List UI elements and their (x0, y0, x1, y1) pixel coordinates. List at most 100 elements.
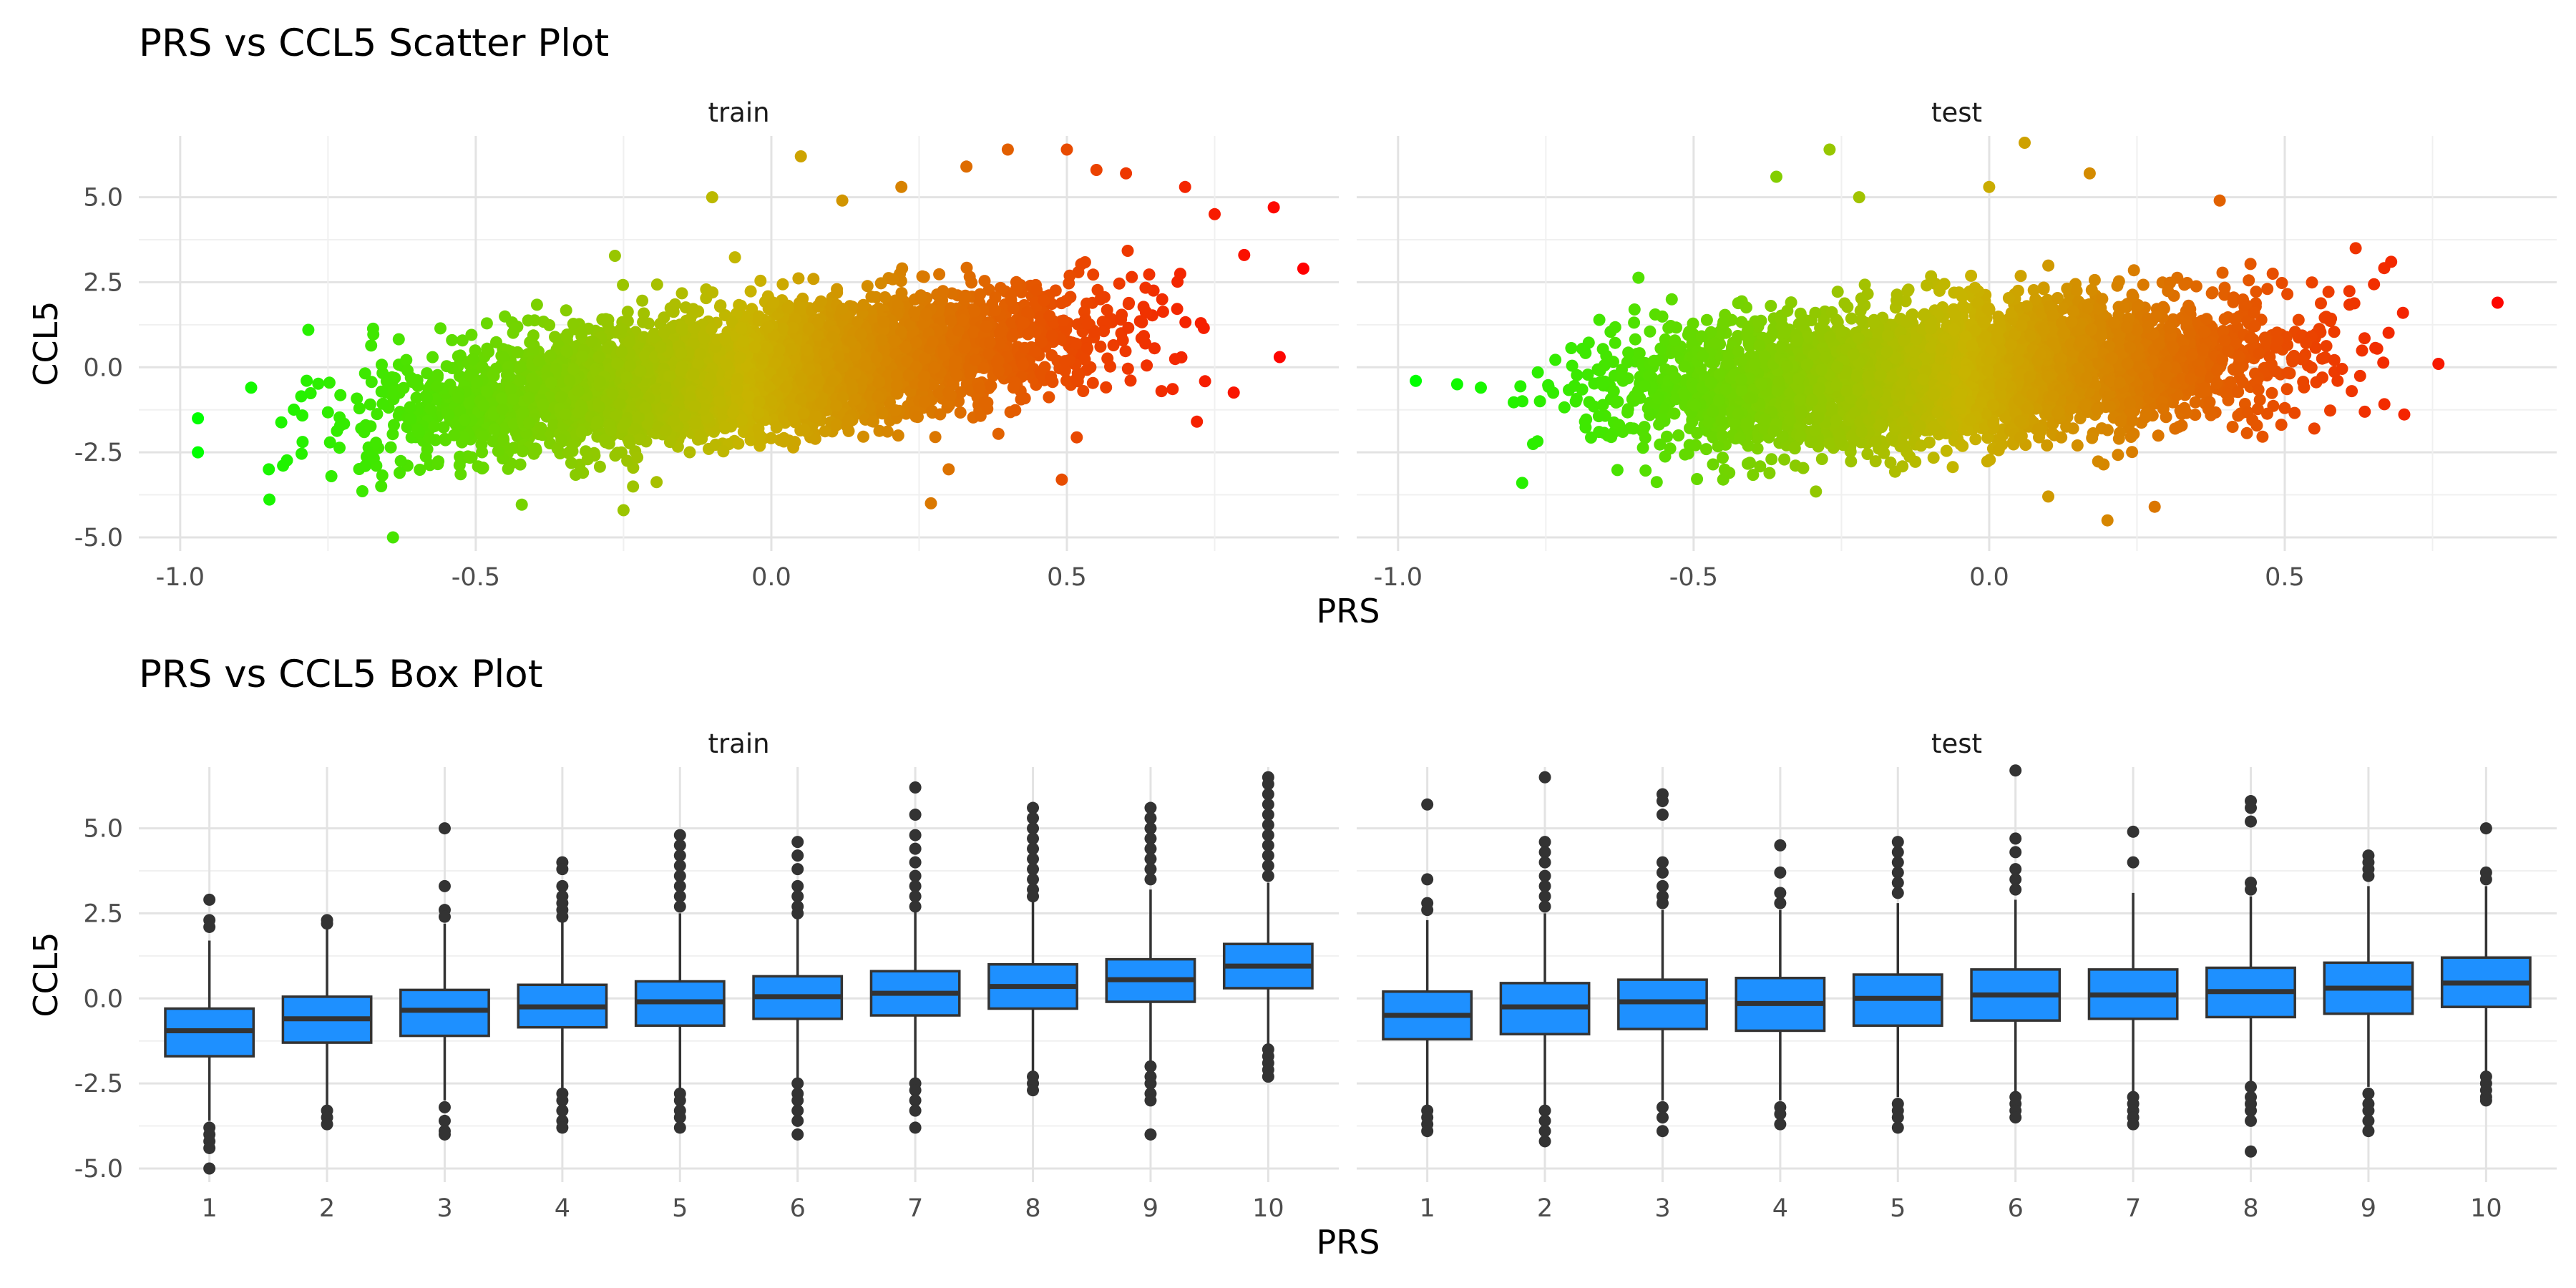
scatter-point (602, 313, 615, 326)
scatter-point (914, 291, 927, 304)
scatter-point (376, 469, 389, 482)
scatter-point (1094, 340, 1107, 353)
scatter-point (968, 305, 981, 318)
scatter-point (488, 423, 501, 436)
scatter-point (467, 353, 479, 366)
scatter-point (875, 333, 888, 346)
scatter-point (959, 289, 972, 302)
scatter-point (1070, 337, 1082, 350)
scatter-point (304, 387, 317, 399)
scatter-point (650, 476, 663, 489)
scatter-point (1059, 355, 1071, 368)
scatter-point (351, 392, 364, 405)
scatter-point (323, 436, 336, 449)
scatter-point (920, 308, 933, 321)
scatter-point (454, 468, 467, 481)
scatter-y-tick-label: 5.0 (83, 184, 123, 213)
scatter-point (753, 439, 766, 452)
scatter-point (832, 350, 845, 363)
scatter-panel-test: test-1.0 -0.5 0.0 0.5 (1357, 97, 2557, 592)
scatter-point (384, 441, 397, 454)
scatter-point (376, 397, 389, 410)
scatter-point (803, 363, 816, 376)
scatter-point (861, 280, 874, 293)
scatter-point (401, 364, 414, 377)
scatter-point (1018, 341, 1031, 354)
scatter-point (712, 385, 725, 398)
scatter-point (831, 286, 844, 299)
scatter-point (668, 414, 680, 427)
scatter-points-test (1410, 137, 2504, 527)
scatter-point (465, 328, 478, 341)
scatter-point (1043, 310, 1056, 322)
scatter-point (442, 409, 454, 421)
scatter-point (1197, 321, 1210, 334)
scatter-point (1169, 353, 1181, 366)
scatter-point (245, 381, 258, 394)
scatter-point (890, 369, 903, 381)
scatter-point (611, 357, 623, 370)
scatter-point (673, 376, 686, 389)
scatter-point (1070, 431, 1083, 444)
scatter-point (733, 298, 746, 311)
scatter-point (585, 335, 598, 348)
scatter-y-tick-label: -5.0 (74, 524, 123, 552)
scatter-point (654, 402, 667, 415)
scatter-point (370, 436, 382, 449)
scatter-x-tick-label: -0.5 (452, 563, 500, 592)
scatter-point (386, 531, 399, 544)
scatter-point (1121, 245, 1134, 257)
scatter-point (606, 386, 619, 399)
scatter-point (465, 451, 478, 464)
scatter-point (624, 359, 637, 372)
scatter-point (476, 446, 489, 459)
scatter-point (698, 333, 711, 345)
scatter-point (296, 447, 308, 460)
scatter-point (717, 445, 730, 458)
scatter-point (693, 348, 706, 360)
scatter-point (424, 431, 436, 444)
scatter-point (480, 385, 493, 398)
scatter-point (857, 298, 870, 311)
scatter-y-tick-label: 0.0 (83, 353, 123, 382)
scatter-x-tick-label: -1.0 (156, 563, 205, 592)
scatter-point (376, 358, 388, 371)
scatter-point (593, 460, 606, 473)
scatter-point (263, 463, 275, 476)
scatter-point (957, 313, 970, 326)
scatter-point (687, 303, 700, 316)
scatter-point (742, 390, 755, 403)
scatter-point (2324, 404, 2336, 417)
scatter-point (658, 326, 670, 339)
scatter-point (992, 427, 1005, 440)
scatter-point (849, 367, 862, 380)
scatter-point (456, 334, 469, 347)
scatter-point (873, 376, 886, 389)
scatter-point (978, 275, 991, 288)
scatter-point (302, 323, 315, 336)
scatter-point (623, 434, 635, 447)
scatter-point (507, 326, 519, 339)
scatter-point (1005, 293, 1018, 306)
scatter-point (1124, 374, 1137, 387)
scatter-point (1171, 303, 1184, 316)
scatter-point (815, 396, 828, 409)
scatter-point (565, 457, 577, 469)
scatter-point (1139, 306, 1152, 318)
scatter-point (1022, 328, 1035, 341)
scatter-point (1077, 385, 1090, 397)
scatter-point (683, 446, 696, 459)
scatter-point (1209, 208, 1221, 220)
scatter-point (929, 431, 942, 444)
scatter-point (945, 314, 957, 327)
scatter-point (593, 375, 606, 388)
scatter-point (301, 374, 313, 387)
scatter-point (400, 353, 413, 366)
scatter-point (1086, 376, 1099, 389)
scatter-point (879, 291, 892, 303)
scatter-point (979, 396, 991, 409)
scatter-point (514, 360, 527, 373)
scatter-point (785, 343, 798, 356)
scatter-point (514, 374, 527, 387)
scatter-point (933, 268, 946, 280)
